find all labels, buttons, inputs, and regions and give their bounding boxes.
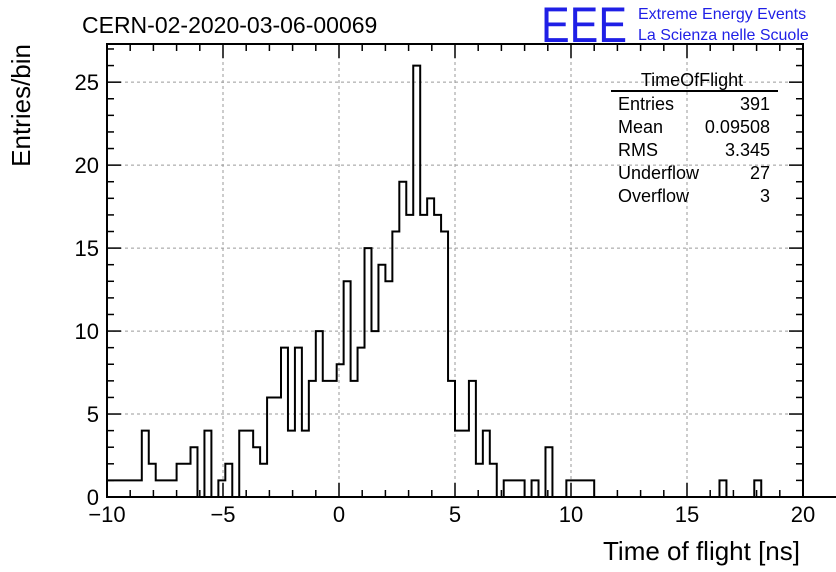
y-axis-title: Entries/bin [6,44,36,167]
eee-logo: EEE [541,0,627,53]
stats-box: TimeOfFlight Entries 391 Mean 0.09508 RMS 3.3… [611,70,778,206]
x-tick-label: 15 [675,502,699,527]
y-tick-label: 15 [75,236,99,261]
x-tick-label: 0 [333,502,345,527]
x-tick-label: −5 [210,502,235,527]
stats-value: 27 [750,163,770,183]
y-tick-label: 20 [75,153,99,178]
y-tick-labels: 0 5 10 15 20 25 [75,70,99,510]
run-title: CERN-02-2020-03-06-00069 [82,12,377,38]
logo-letters: EEE [541,0,627,53]
stats-value: 3 [760,186,770,206]
stats-label: Overflow [618,186,690,206]
x-tick-label: −10 [88,502,125,527]
brand-line-2: La Scienza nelle Scuole [638,27,809,44]
brand-line-1: Extreme Energy Events [638,6,806,23]
stats-rows: Entries 391 Mean 0.09508 RMS 3.345 Underflow 27… [618,94,770,206]
stats-title: TimeOfFlight [641,70,743,90]
x-tick-label: 10 [559,502,583,527]
axis-ticks [106,44,804,498]
stats-label: Mean [618,117,663,137]
stats-label: RMS [618,140,658,160]
y-tick-label: 10 [75,319,99,344]
stats-label: Entries [618,94,674,114]
y-tick-label: 25 [75,70,99,95]
stats-value: 3.345 [725,140,770,160]
x-tick-label: 20 [791,502,815,527]
stats-value: 391 [740,94,770,114]
stats-value: 0.09508 [705,117,770,137]
x-tick-label: 5 [449,502,461,527]
x-tick-labels: −10 −5 0 5 10 15 20 [88,502,815,527]
y-tick-label: 0 [87,485,99,510]
y-tick-label: 5 [87,402,99,427]
x-axis-title: Time of flight [ns] [603,536,800,566]
stats-label: Underflow [618,163,700,183]
